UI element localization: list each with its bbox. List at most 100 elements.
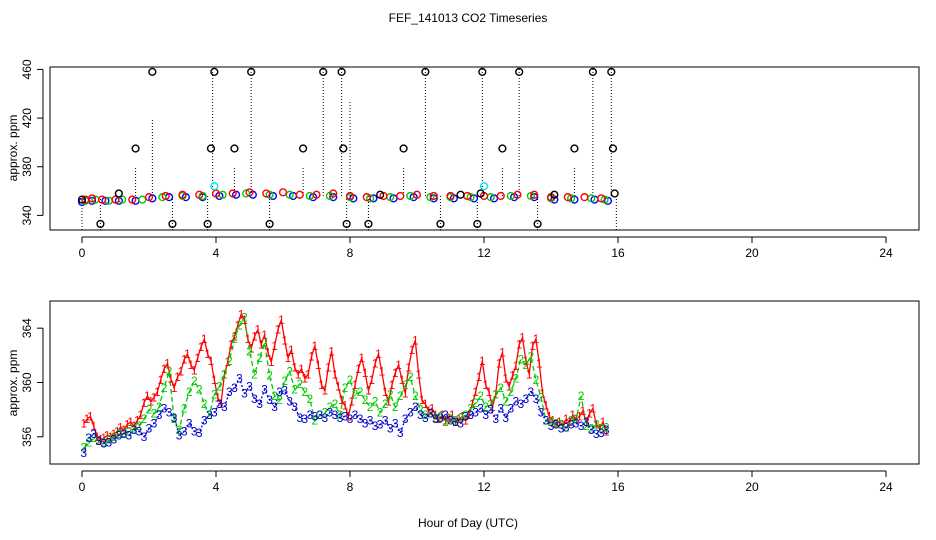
series-3-label: 3 xyxy=(512,395,519,409)
series-2-label: 2 xyxy=(105,433,112,447)
series-3-label: 3 xyxy=(533,392,540,406)
green-point xyxy=(138,195,147,204)
series-3-label: 3 xyxy=(206,408,213,422)
series-1-label: 1 xyxy=(164,356,171,370)
series-3-label: 3 xyxy=(382,414,389,428)
series-3-label: 3 xyxy=(90,427,97,441)
series-2-label: 2 xyxy=(311,414,318,428)
x-axis-title: Hour of Day (UTC) xyxy=(418,516,518,530)
series-1-label: 1 xyxy=(265,346,272,360)
series-1-label: 1 xyxy=(422,397,429,411)
series-1-label: 1 xyxy=(412,333,419,347)
red-point xyxy=(128,195,137,204)
red-point xyxy=(295,190,304,199)
series-2-label: 2 xyxy=(427,407,434,421)
series-1-label: 1 xyxy=(579,404,586,418)
series-1-label: 1 xyxy=(546,409,553,423)
top-y-axis-label: approx. ppm xyxy=(6,115,20,182)
top-y-tick-label: 460 xyxy=(20,59,34,79)
series-1-label: 1 xyxy=(191,363,198,377)
series-3-label: 3 xyxy=(131,423,138,437)
series-3-label: 3 xyxy=(452,415,459,429)
series-1-label: 1 xyxy=(335,380,342,394)
series-2-label: 2 xyxy=(583,419,590,433)
series-3-label: 3 xyxy=(417,408,424,422)
series-1-label: 1 xyxy=(563,412,570,426)
series-3-label: 3 xyxy=(110,433,117,447)
top-panel: 0 4 8 12 16 20 24 340 380 420 460 approx. ppm xyxy=(6,59,920,260)
bottom-series-labels: 1111111111111111111111111111111111111111… xyxy=(80,308,610,461)
series-1-label: 1 xyxy=(358,351,365,365)
series-1-label: 1 xyxy=(392,366,399,380)
series-2-label: 2 xyxy=(462,408,469,422)
series-3-label: 3 xyxy=(528,385,535,399)
series-1-label: 1 xyxy=(439,408,446,422)
red-point xyxy=(429,191,438,201)
black-point xyxy=(550,190,559,199)
series-1-label: 1 xyxy=(154,385,161,399)
series-1-label: 1 xyxy=(171,381,178,395)
series-1-label: 1 xyxy=(345,409,352,423)
series-1-label: 1 xyxy=(452,415,459,429)
series-2-label: 2 xyxy=(387,388,394,402)
series-1-label: 1 xyxy=(234,318,241,332)
series-3-label: 3 xyxy=(523,392,530,406)
series-2-label: 2 xyxy=(447,412,454,426)
series-1-label: 1 xyxy=(144,389,151,403)
series-3-label: 3 xyxy=(377,418,384,432)
series-3-label: 3 xyxy=(261,382,268,396)
black-point xyxy=(342,219,351,229)
series-2-label: 2 xyxy=(573,412,580,426)
series-2-label: 2 xyxy=(301,385,308,399)
red-point xyxy=(312,190,321,199)
series-3-label: 3 xyxy=(281,384,288,398)
series-1-label: 1 xyxy=(445,411,452,425)
series-1-label: 1 xyxy=(492,388,499,402)
series-2-label: 2 xyxy=(603,420,610,434)
series-3-label: 3 xyxy=(271,400,278,414)
series-1-label: 1 xyxy=(382,385,389,399)
series-2-label: 2 xyxy=(226,354,233,368)
bottom-y-axis: 356 360 364 xyxy=(20,318,44,447)
series-1-label: 1 xyxy=(97,433,104,447)
series-2-label: 2 xyxy=(357,385,364,399)
bottom-x-tick-label: 16 xyxy=(611,480,625,494)
series-1-label: 1 xyxy=(221,367,228,381)
series-2-label: 2 xyxy=(291,382,298,396)
top-plot-frame xyxy=(49,66,920,231)
series-1-label: 1 xyxy=(127,415,134,429)
series-3-label: 3 xyxy=(231,381,238,395)
series-2-label: 2 xyxy=(538,390,545,404)
series-1-label: 1 xyxy=(174,370,181,384)
series-1-label: 1 xyxy=(543,399,550,413)
series-3-label: 3 xyxy=(126,428,133,442)
series-2-label: 2 xyxy=(492,388,499,402)
black-point xyxy=(114,189,123,198)
series-3-label: 3 xyxy=(558,422,565,436)
series-1-label: 1 xyxy=(268,355,275,369)
series-1-label: 1 xyxy=(298,362,305,376)
series-1-label: 1 xyxy=(281,333,288,347)
series-2-label: 2 xyxy=(327,400,334,414)
red-point xyxy=(446,191,455,201)
series-3-label: 3 xyxy=(482,408,489,422)
series-1-label: 1 xyxy=(87,409,94,423)
series-1-label: 1 xyxy=(244,332,251,346)
black-point xyxy=(456,190,465,199)
series-2-label: 2 xyxy=(437,409,444,423)
series-1-label: 1 xyxy=(204,347,211,361)
series-2-label: 2 xyxy=(407,370,414,384)
series-2-label: 2 xyxy=(362,393,369,407)
series-2-label: 2 xyxy=(402,378,409,392)
series-1-label: 1 xyxy=(311,339,318,353)
series-1-label: 1 xyxy=(519,331,526,345)
series-1-label: 1 xyxy=(553,416,560,430)
series-3-label: 3 xyxy=(422,411,429,425)
bottom-x-axis: 0 4 8 12 16 20 24 xyxy=(79,470,893,494)
series-2-label: 2 xyxy=(286,365,293,379)
series-3-label: 3 xyxy=(311,409,318,423)
series-3-label: 3 xyxy=(166,405,173,419)
bottom-y-tick-label: 360 xyxy=(20,372,34,392)
red-point xyxy=(597,194,606,203)
series-2-label: 2 xyxy=(151,407,158,421)
